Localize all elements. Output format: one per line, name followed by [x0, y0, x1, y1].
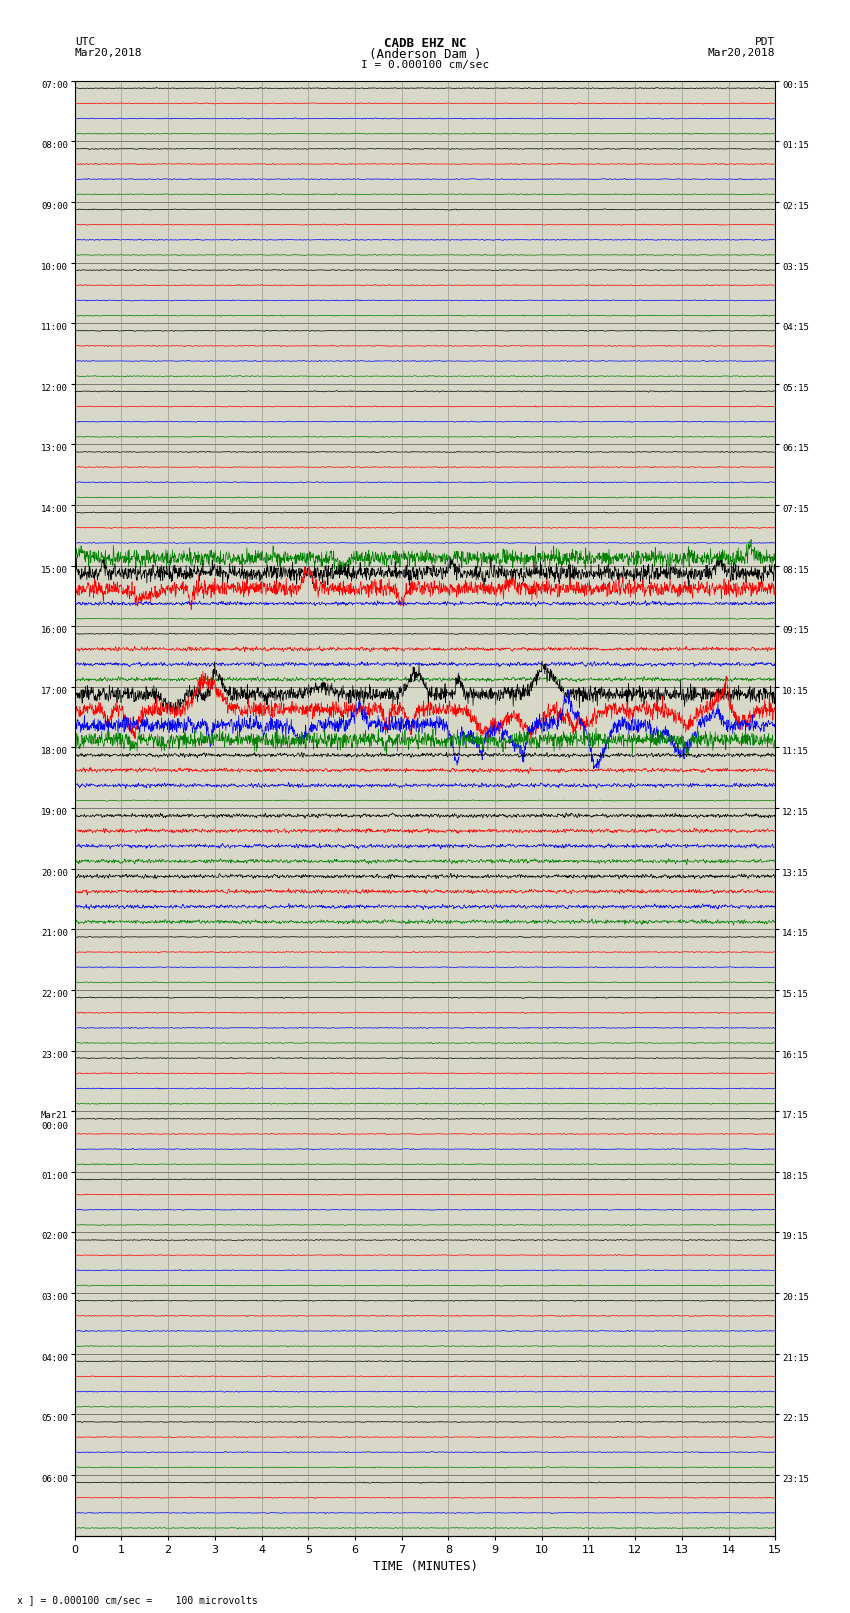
Text: (Anderson Dam ): (Anderson Dam ) [369, 48, 481, 61]
Text: I = 0.000100 cm/sec: I = 0.000100 cm/sec [361, 60, 489, 69]
Text: PDT: PDT [755, 37, 775, 47]
Text: Mar20,2018: Mar20,2018 [708, 48, 775, 58]
Text: Mar20,2018: Mar20,2018 [75, 48, 142, 58]
Text: UTC: UTC [75, 37, 95, 47]
Text: CADB EHZ NC: CADB EHZ NC [383, 37, 467, 50]
X-axis label: TIME (MINUTES): TIME (MINUTES) [372, 1560, 478, 1573]
Text: x ] = 0.000100 cm/sec =    100 microvolts: x ] = 0.000100 cm/sec = 100 microvolts [17, 1595, 258, 1605]
